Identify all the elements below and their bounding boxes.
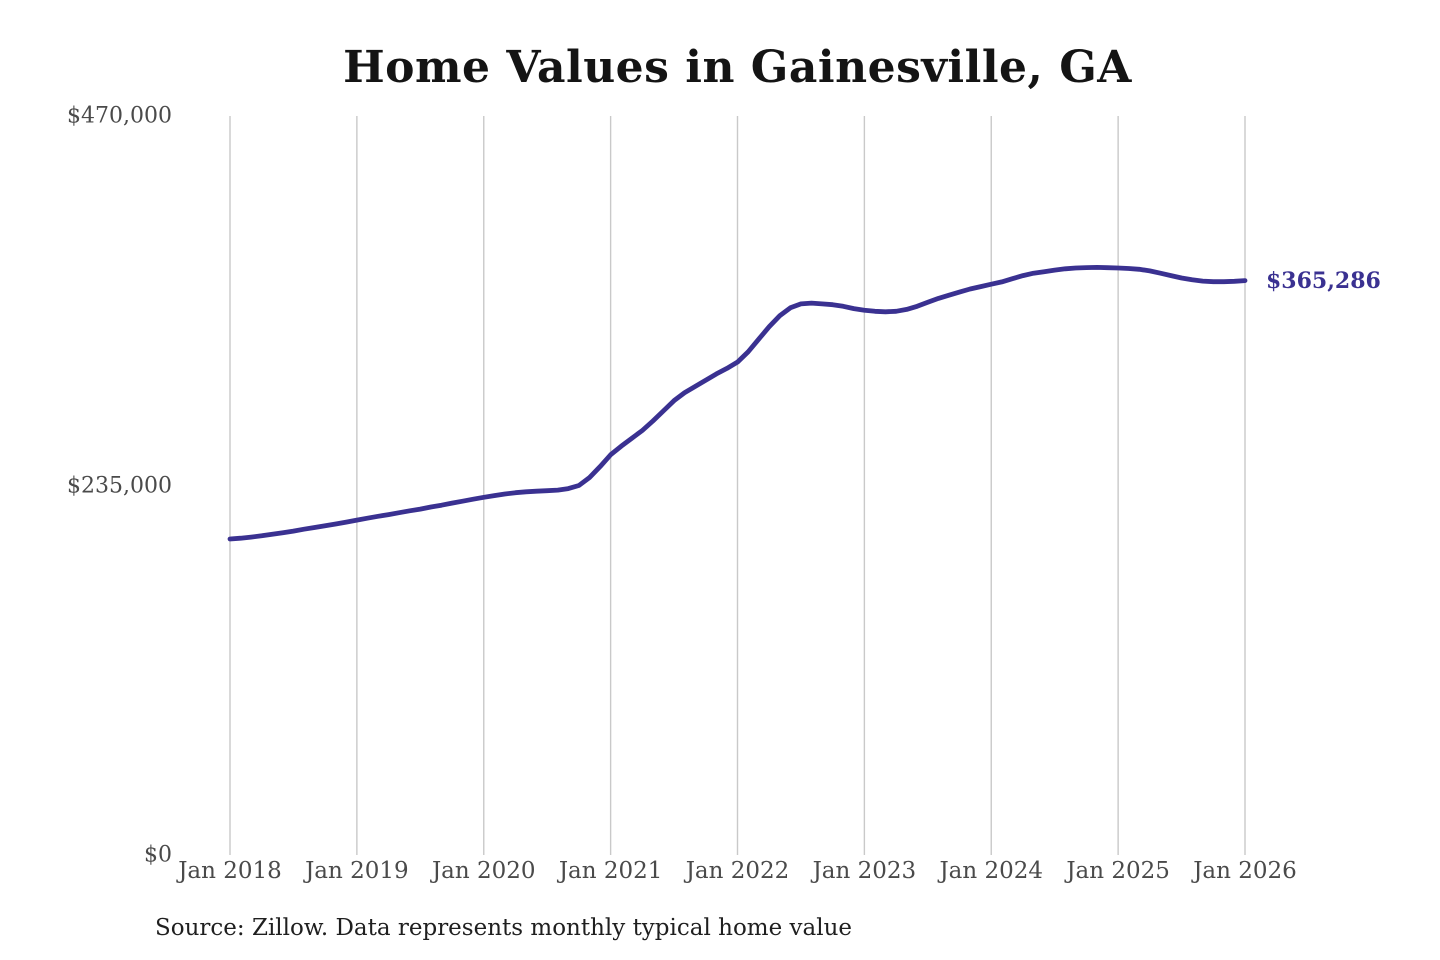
x-axis-tick-label: Jan 2022 xyxy=(685,858,790,884)
x-axis-tick-label: Jan 2019 xyxy=(305,858,409,884)
y-axis-tick-label: $0 xyxy=(144,842,172,868)
chart-title: Home Values in Gainesville, GA xyxy=(343,42,1132,93)
x-axis-tick-label: Jan 2025 xyxy=(1066,858,1170,884)
x-axis-tick-label: Jan 2026 xyxy=(1193,858,1297,884)
x-axis-tick-label: Jan 2021 xyxy=(558,858,663,884)
x-axis-tick-label: Jan 2024 xyxy=(939,858,1044,884)
x-axis-tick-label: Jan 2023 xyxy=(812,858,917,884)
home-value-line xyxy=(227,264,1248,542)
y-axis-tick-label: $235,000 xyxy=(67,473,172,498)
y-axis-tick-label: $470,000 xyxy=(67,103,172,129)
source-note: Source: Zillow. Data represents monthly … xyxy=(155,915,853,941)
current-value-label: $365,286 xyxy=(1266,267,1381,294)
x-axis-tick-label: Jan 2020 xyxy=(431,858,536,884)
x-axis-tick-label: Jan 2018 xyxy=(178,858,282,884)
